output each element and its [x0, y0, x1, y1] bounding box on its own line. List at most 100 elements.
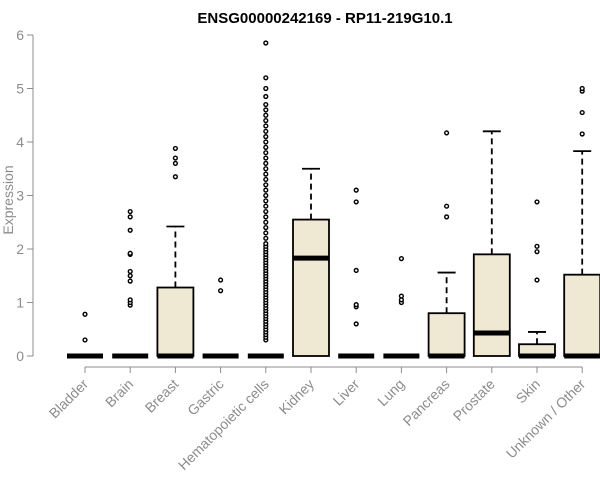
outlier-point [353, 302, 359, 308]
outlier-point [398, 256, 404, 262]
outlier-point [127, 297, 133, 303]
y-tick-label: 2 [16, 241, 24, 257]
outlier-point [263, 123, 269, 129]
outlier-point [218, 288, 224, 294]
outlier-point [353, 199, 359, 205]
x-tick-label: Bladder [46, 376, 92, 422]
outlier-point [534, 243, 540, 249]
outlier-point [263, 203, 269, 209]
outlier-point [579, 109, 585, 116]
outlier-point [444, 214, 450, 220]
outlier-point [534, 249, 540, 255]
outlier-point [172, 145, 178, 152]
box-brain [112, 208, 149, 359]
box-unknown-other [563, 85, 600, 359]
outlier-point [263, 75, 269, 81]
outlier-point [127, 273, 133, 279]
outlier-point [82, 337, 88, 343]
outlier-point [263, 128, 269, 134]
outlier-point [534, 199, 540, 205]
x-tick-label: Unknown / Other [503, 376, 589, 462]
y-tick-label: 5 [16, 81, 24, 97]
box-liver [338, 187, 375, 359]
outlier-point [263, 107, 269, 113]
outlier-point [218, 277, 224, 283]
box-group [67, 40, 600, 359]
outlier-point [127, 227, 133, 233]
box-kidney [292, 167, 330, 357]
x-tick-label: Prostate [450, 376, 498, 424]
outlier-point [263, 187, 269, 193]
outlier-point [263, 150, 269, 156]
outlier-point [127, 278, 133, 284]
box-body [292, 218, 330, 357]
x-tick-label: Pancreas [400, 376, 453, 429]
outlier-point [263, 40, 269, 46]
outlier-point [263, 235, 269, 241]
box-body [156, 286, 195, 357]
y-axis: 0 1 2 3 4 5 6 [16, 27, 34, 364]
outlier-point [353, 321, 359, 327]
x-tick-label: Brain [102, 376, 136, 410]
outlier-point [444, 130, 450, 136]
box-hematopoietic-cells [247, 40, 284, 359]
y-tick-label: 4 [16, 134, 24, 150]
outlier-point [263, 230, 269, 236]
outlier-point [263, 155, 269, 161]
box-body [472, 253, 511, 357]
outlier-point [263, 182, 269, 188]
outlier-point [127, 268, 133, 275]
outlier-point [172, 160, 178, 166]
outlier-point [534, 277, 540, 283]
outlier-point [263, 112, 269, 118]
outlier-point [263, 139, 269, 145]
outlier-point [127, 208, 133, 215]
box-lung [383, 256, 420, 359]
outlier-point [82, 311, 88, 317]
box-gastric [202, 277, 239, 359]
outlier-point [263, 117, 269, 124]
box-bladder [67, 311, 103, 359]
box-pancreas [427, 130, 466, 359]
outlier-point [127, 214, 133, 220]
x-tick-label: Liver [330, 376, 363, 409]
outlier-point [263, 214, 269, 220]
outlier-point [263, 241, 269, 247]
y-tick-label: 1 [16, 295, 24, 311]
y-axis-label: Expression [0, 165, 16, 234]
outlier-point [172, 174, 178, 180]
outlier-point [263, 171, 269, 177]
box-breast [156, 145, 195, 359]
outlier-point [263, 198, 269, 204]
outlier-point [398, 293, 404, 299]
outlier-point [353, 267, 359, 273]
outlier-point [579, 131, 585, 137]
x-tick-label: Skin [513, 376, 544, 407]
outlier-point [263, 144, 269, 150]
outlier-point [263, 192, 269, 199]
x-tick-label: Gastric [184, 376, 227, 419]
y-tick-label: 6 [16, 27, 24, 43]
box-body [427, 312, 466, 357]
outlier-point [263, 225, 269, 231]
outlier-point [263, 134, 269, 140]
x-tick-label: Kidney [276, 376, 318, 418]
outlier-point [263, 208, 269, 215]
x-tick-label: Lung [374, 376, 407, 409]
outlier-point [263, 160, 269, 166]
outlier-point [263, 166, 269, 172]
y-tick-label: 0 [16, 348, 24, 364]
outlier-point [353, 187, 359, 193]
box-prostate [472, 130, 511, 357]
outlier-point [579, 85, 585, 92]
outlier-point [127, 250, 133, 256]
box-skin [518, 199, 556, 359]
y-tick-label: 3 [16, 188, 24, 204]
outlier-point [263, 219, 269, 225]
outlier-point [444, 203, 450, 209]
box-body [563, 273, 600, 357]
outlier-point [263, 93, 269, 100]
outlier-point [263, 176, 269, 183]
